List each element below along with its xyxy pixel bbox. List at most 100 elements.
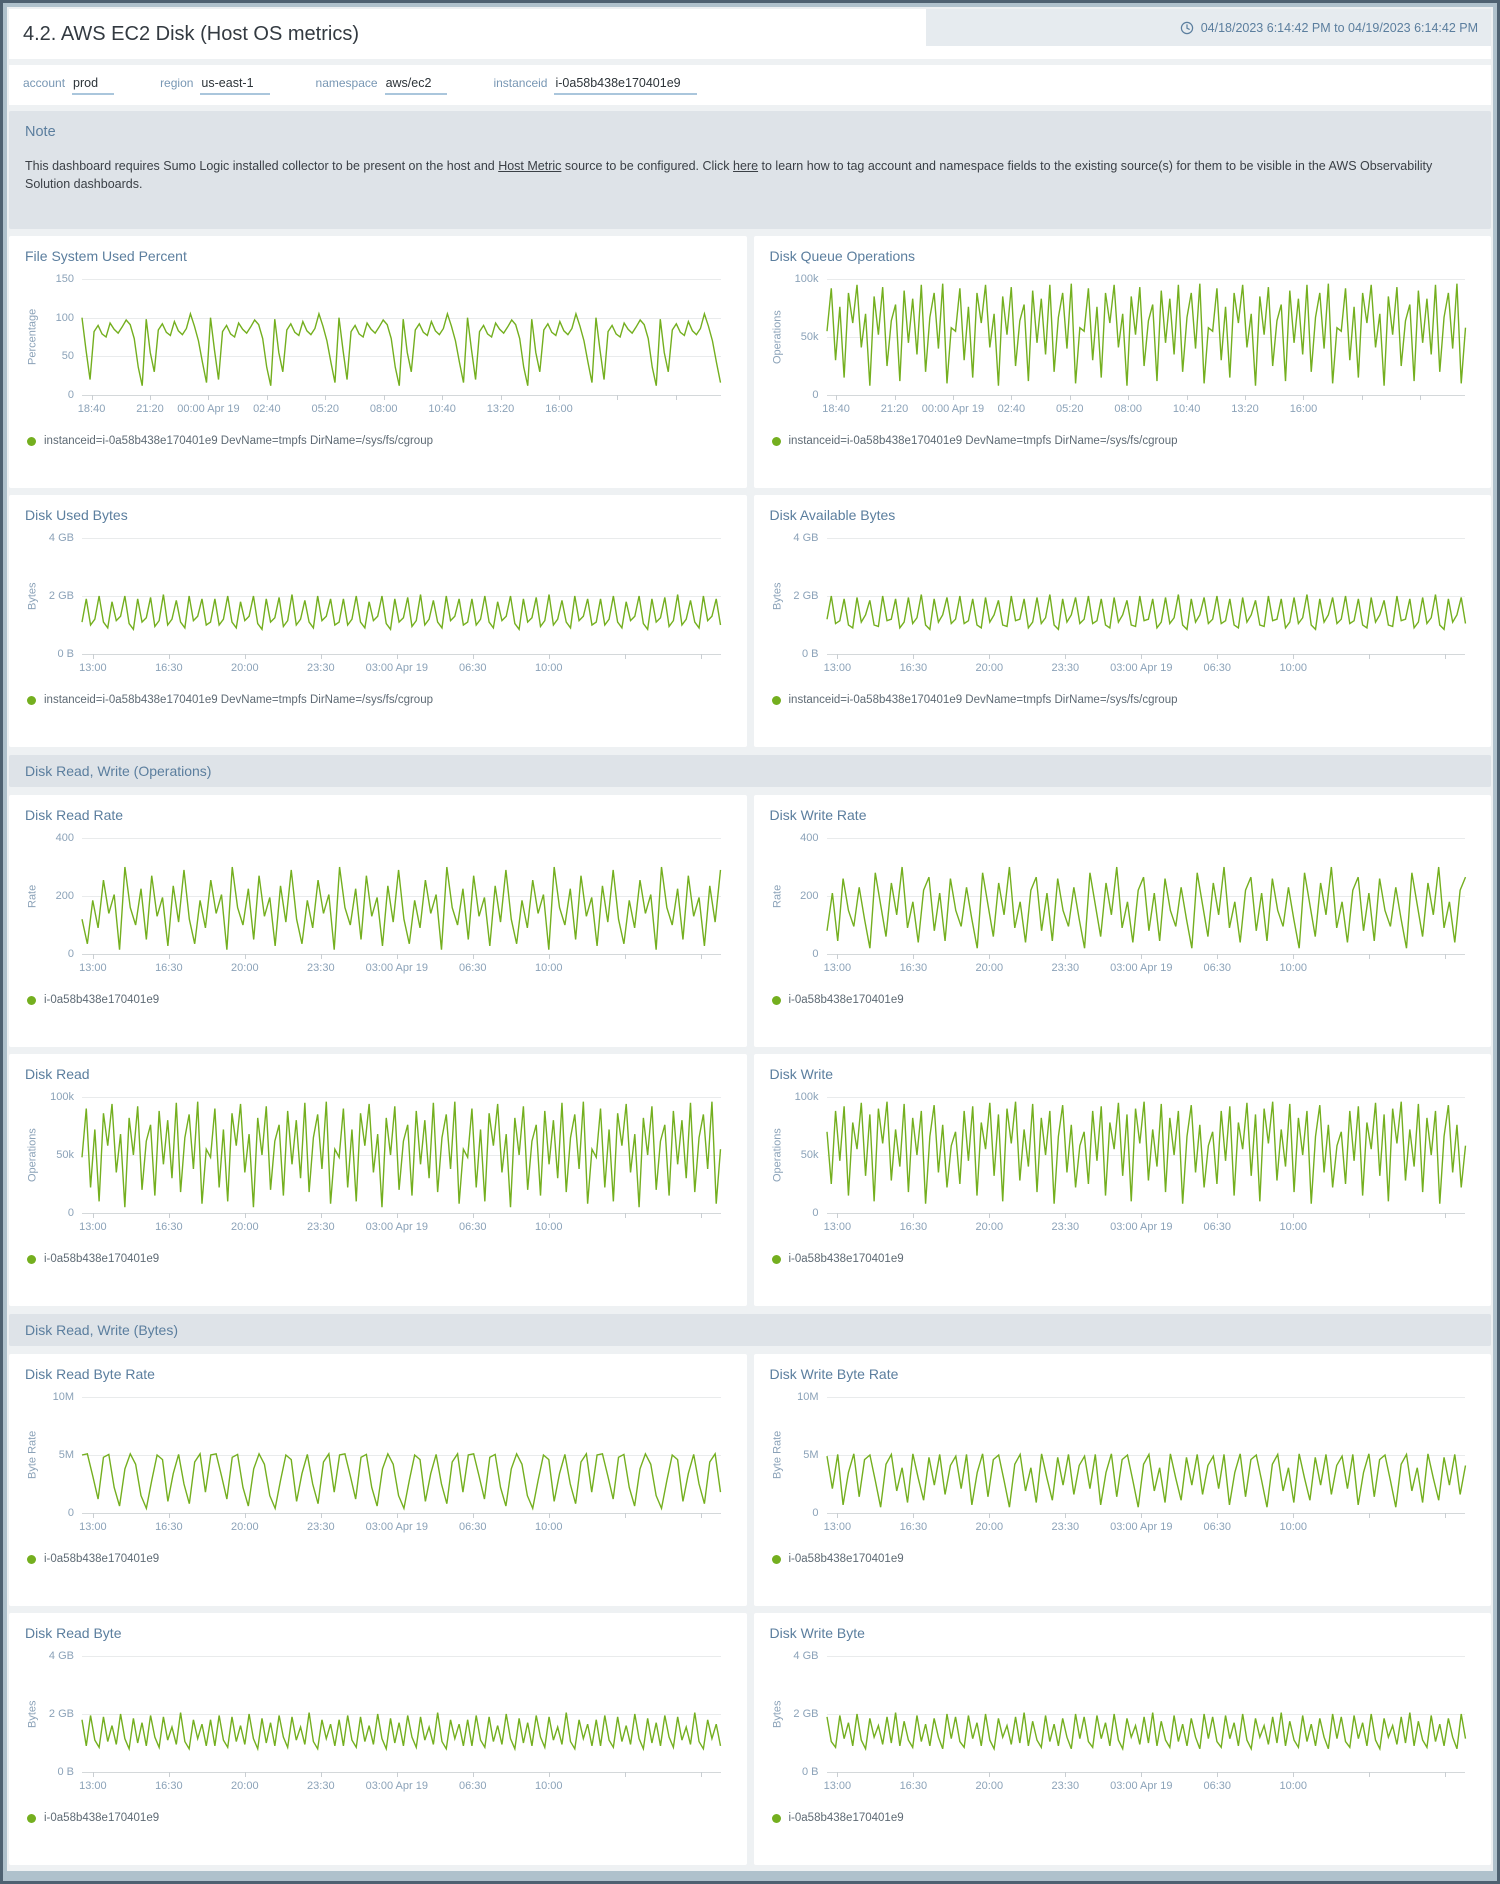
x-tick-mark [168, 1772, 170, 1777]
plot-area[interactable] [82, 1656, 721, 1777]
x-tick-label: 06:30 [458, 1780, 487, 1792]
chart-title: Disk Read Rate [25, 807, 124, 823]
x-tick-mark [624, 1513, 626, 1518]
x-tick-mark [1369, 1213, 1371, 1218]
filter-instanceid[interactable]: instanceid i-0a58b438e170401e9 [493, 76, 697, 95]
chart-panel-disk-read-byte-rate: Disk Read Byte Rate Byte Rate 10M 5M 0 13:… [9, 1354, 747, 1606]
x-tick-mark [548, 654, 550, 659]
legend[interactable]: i-0a58b438e170401e9 [770, 994, 1476, 1006]
legend[interactable]: i-0a58b438e170401e9 [25, 1553, 731, 1565]
plot-area[interactable] [827, 1397, 1466, 1518]
x-tick-label: 03:00 Apr 19 [1110, 962, 1173, 974]
legend[interactable]: i-0a58b438e170401e9 [770, 1253, 1476, 1265]
legend[interactable]: i-0a58b438e170401e9 [770, 1553, 1476, 1565]
plot-area[interactable] [826, 838, 1466, 959]
y-axis-label: Bytes [771, 1700, 783, 1728]
chart-row: Disk Read Operations 100k 50k 0 13:00 16:30… [9, 1054, 1491, 1306]
x-tick-label: 00:00 Apr 19 [177, 403, 240, 415]
x-tick-label: 20:00 [231, 662, 259, 674]
plot-area[interactable] [827, 538, 1466, 659]
y-axis-label: Operations [771, 310, 783, 364]
plot-area[interactable] [827, 1656, 1466, 1777]
y-tick-label: 2 GB [793, 1708, 819, 1720]
x-tick-mark [150, 395, 151, 400]
x-tick-label: 16:30 [899, 1521, 928, 1533]
x-tick-label: 23:30 [307, 1221, 335, 1233]
x-tick-label: 16:30 [155, 1221, 183, 1233]
x-tick-mark [1217, 1213, 1219, 1218]
series-color-dot [27, 436, 36, 446]
gridline [826, 896, 1465, 897]
x-tick-label: 16:00 [1289, 403, 1318, 415]
note-title: Note [25, 124, 56, 140]
legend-label: instanceid=i-0a58b438e170401e9 DevName=t… [788, 694, 1178, 706]
y-axis-label: Operations [771, 1128, 783, 1182]
x-tick-mark [1369, 1772, 1371, 1777]
x-tick-mark [624, 954, 626, 959]
chart-panel-disk-used-bytes: Disk Used Bytes Bytes 4 GB 2 GB 0 B 13:00 1… [9, 495, 747, 747]
x-tick-mark [168, 1513, 170, 1518]
x-tick-label: 20:00 [231, 1521, 259, 1533]
x-tick-mark [1293, 1772, 1295, 1777]
x-tick-label: 16:30 [155, 1521, 183, 1533]
x-tick-mark [700, 1213, 702, 1218]
x-tick-mark [325, 395, 327, 400]
x-tick-mark [1217, 954, 1219, 959]
x-tick-mark [989, 1772, 991, 1777]
filter-value[interactable]: i-0a58b438e170401e9 [554, 76, 697, 95]
gridline [82, 654, 721, 655]
plot-area[interactable] [827, 1097, 1466, 1218]
y-tick-label: 2 GB [48, 590, 74, 602]
x-tick-mark [396, 654, 398, 659]
plot-area[interactable] [827, 279, 1466, 400]
y-tick-label: 50 [61, 350, 74, 363]
time-range-picker[interactable]: 04/18/2023 6:14:42 PM to 04/19/2023 6:14… [926, 9, 1491, 46]
plot-area[interactable] [82, 1397, 721, 1518]
x-tick-mark [837, 1213, 839, 1218]
x-tick-label: 10:00 [1279, 1780, 1307, 1792]
legend-label: i-0a58b438e170401e9 [788, 994, 904, 1006]
plot-area[interactable] [82, 279, 721, 400]
x-tick-mark [548, 1513, 550, 1518]
filter-value[interactable]: us-east-1 [200, 76, 270, 95]
y-axis-ticks: 400 200 0 [785, 832, 827, 960]
x-tick-mark [913, 1772, 915, 1777]
plot-area[interactable] [82, 838, 721, 959]
y-tick-label: 0 [812, 1507, 819, 1519]
legend[interactable]: instanceid=i-0a58b438e170401e9 DevName=t… [770, 694, 1476, 706]
host-metric-link[interactable]: Host Metric [498, 159, 562, 173]
legend[interactable]: i-0a58b438e170401e9 [770, 1812, 1476, 1824]
legend[interactable]: i-0a58b438e170401e9 [25, 1812, 731, 1824]
section-title: Disk Read, Write (Operations) [25, 763, 212, 779]
filter-account[interactable]: account prod [23, 75, 115, 95]
x-tick-mark [1445, 1213, 1447, 1218]
gridline [82, 538, 721, 539]
legend[interactable]: instanceid=i-0a58b438e170401e9 DevName=t… [25, 435, 731, 447]
here-link[interactable]: here [733, 159, 759, 173]
filter-value[interactable]: aws/ec2 [384, 76, 448, 95]
x-tick-mark [1293, 654, 1295, 659]
x-axis-ticks: 13:00 16:30 20:00 23:30 03:00 Apr 19 06:30 10:… [79, 962, 721, 977]
x-tick-mark [836, 395, 838, 400]
series-color-dot [27, 995, 36, 1005]
filter-namespace[interactable]: namespace aws/ec2 [316, 76, 448, 95]
legend-label: i-0a58b438e170401e9 [788, 1812, 904, 1824]
x-tick-label: 23:30 [1051, 1521, 1080, 1533]
gridline [82, 1714, 721, 1715]
x-tick-mark [1065, 1213, 1067, 1218]
legend[interactable]: i-0a58b438e170401e9 [25, 994, 731, 1006]
legend[interactable]: instanceid=i-0a58b438e170401e9 DevName=t… [25, 694, 731, 706]
plot-area[interactable] [82, 1097, 721, 1218]
filter-region[interactable]: region us-east-1 [160, 76, 270, 95]
series-line [827, 1097, 1466, 1213]
legend[interactable]: instanceid=i-0a58b438e170401e9 DevName=t… [770, 435, 1476, 447]
x-tick-mark [92, 954, 94, 959]
plot-area[interactable] [82, 538, 721, 659]
x-tick-mark [472, 954, 474, 959]
filter-value[interactable]: prod [72, 76, 115, 95]
x-tick-mark [472, 1772, 474, 1777]
x-tick-mark [837, 654, 839, 659]
legend[interactable]: i-0a58b438e170401e9 [25, 1253, 731, 1265]
filter-label: account [23, 75, 66, 90]
x-tick-label: 21:20 [880, 403, 909, 415]
